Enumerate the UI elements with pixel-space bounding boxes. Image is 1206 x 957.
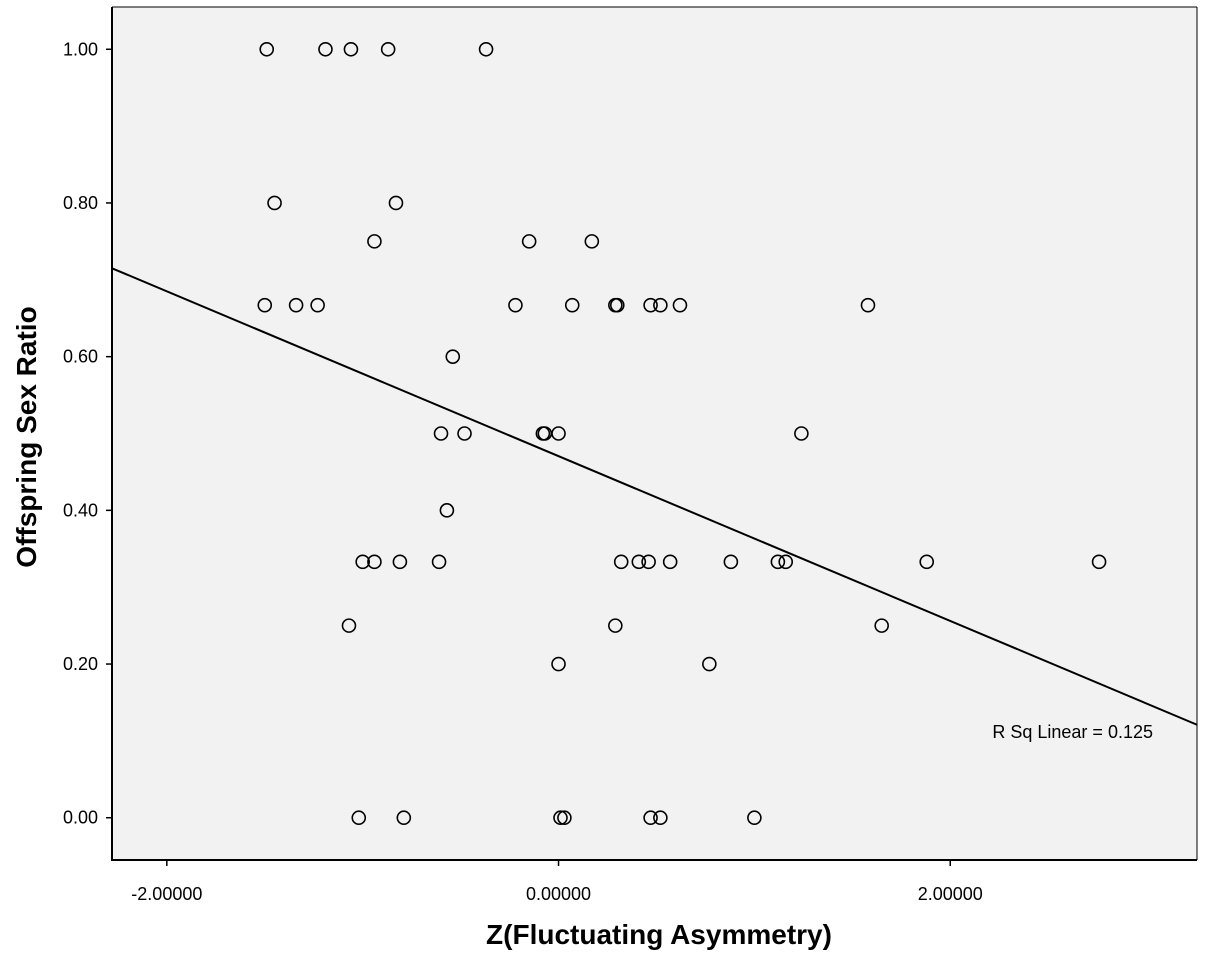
x-tick-label: 2.00000 — [918, 884, 983, 904]
data-point — [564, 297, 580, 313]
y-tick-label: 0.40 — [63, 500, 98, 520]
y-ticks: 0.00 0.20 0.40 0.60 0.80 1.00 — [63, 39, 112, 828]
data-point — [355, 554, 370, 570]
data-point — [367, 234, 382, 249]
plot-frame — [111, 6, 1198, 861]
y-tick-label: 0.60 — [63, 347, 98, 367]
data-point — [609, 297, 625, 313]
data-point — [318, 41, 333, 57]
data-point — [431, 554, 447, 570]
data-point — [919, 554, 935, 570]
data-point — [288, 297, 304, 313]
regression-line — [111, 267, 1198, 726]
data-point — [380, 41, 396, 57]
data-point — [457, 426, 472, 441]
data-point — [794, 426, 809, 441]
data-point — [770, 554, 786, 570]
data-point — [445, 349, 461, 364]
data-point — [388, 195, 404, 211]
data-point — [613, 554, 629, 570]
data-point — [343, 41, 359, 57]
data-point — [551, 656, 566, 672]
data-point — [257, 297, 273, 313]
data-point — [267, 195, 282, 211]
data-point — [747, 810, 762, 826]
data-point — [1091, 554, 1107, 570]
data-point — [653, 297, 668, 313]
data-point — [439, 503, 455, 518]
x-ticks: -2.00000 0.00000 2.00000 — [131, 860, 983, 904]
plot-area — [112, 7, 1197, 860]
data-point — [643, 297, 658, 313]
data-point — [643, 810, 658, 826]
data-point — [310, 297, 325, 313]
data-point — [508, 297, 523, 313]
data-point — [351, 810, 367, 826]
data-point — [584, 234, 600, 249]
y-tick-label: 1.00 — [63, 39, 98, 59]
data-point — [631, 554, 647, 570]
data-point — [557, 810, 572, 826]
r-squared-annotation: R Sq Linear = 0.125 — [992, 722, 1153, 742]
data-point — [433, 426, 449, 441]
data-point — [396, 810, 412, 826]
data-point — [478, 41, 494, 57]
data-point — [641, 554, 656, 570]
data-point — [874, 618, 889, 633]
points-layer — [257, 41, 1107, 826]
y-tick-label: 0.20 — [63, 654, 98, 674]
x-tick-label: 0.00000 — [526, 884, 591, 904]
data-point — [702, 656, 717, 672]
data-point — [608, 618, 623, 633]
data-point — [723, 554, 739, 570]
data-point — [392, 554, 408, 570]
y-tick-label: 0.00 — [63, 808, 98, 828]
data-point — [778, 554, 794, 570]
y-axis-title: Offspring Sex Ratio — [11, 306, 42, 567]
data-point — [259, 41, 275, 57]
data-point — [553, 810, 568, 826]
x-axis-title: Z(Fluctuating Asymmetry) — [486, 919, 832, 950]
data-point — [662, 554, 678, 570]
data-point — [860, 297, 876, 313]
x-tick-label: -2.00000 — [131, 884, 202, 904]
data-point — [367, 554, 382, 570]
data-point — [341, 618, 357, 633]
data-point — [653, 810, 668, 826]
fit-line-layer — [111, 267, 1198, 726]
data-point — [521, 234, 537, 249]
data-point — [551, 426, 566, 441]
y-tick-label: 0.80 — [63, 193, 98, 213]
data-point — [672, 297, 688, 313]
